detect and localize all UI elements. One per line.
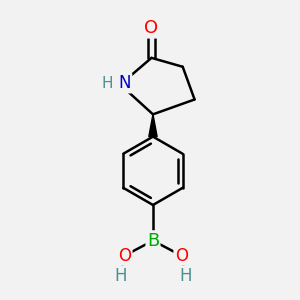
Text: O: O <box>118 247 131 265</box>
Text: O: O <box>175 247 188 265</box>
Text: O: O <box>144 19 158 37</box>
Polygon shape <box>149 114 157 136</box>
Text: H: H <box>101 76 113 91</box>
Text: N: N <box>118 74 131 92</box>
Text: B: B <box>147 232 159 250</box>
Text: H: H <box>114 267 127 285</box>
Text: H: H <box>179 267 192 285</box>
